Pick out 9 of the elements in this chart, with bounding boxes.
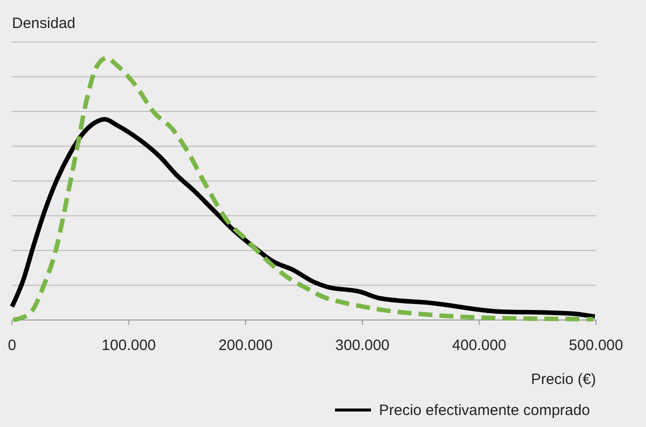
x-tick-label: 200.000 (218, 337, 273, 354)
x-tick-label: 0 (8, 337, 16, 354)
x-axis-title: Precio (€) (530, 371, 596, 388)
x-tick-label: 400.000 (452, 337, 506, 354)
x-tick-label: 500.000 (568, 337, 624, 354)
legend-label: Precio efectivamente comprado (379, 402, 590, 419)
y-axis-title: Densidad (12, 15, 76, 32)
x-tick-label: 100.000 (102, 337, 156, 354)
x-tick-label: 300.000 (335, 337, 390, 354)
